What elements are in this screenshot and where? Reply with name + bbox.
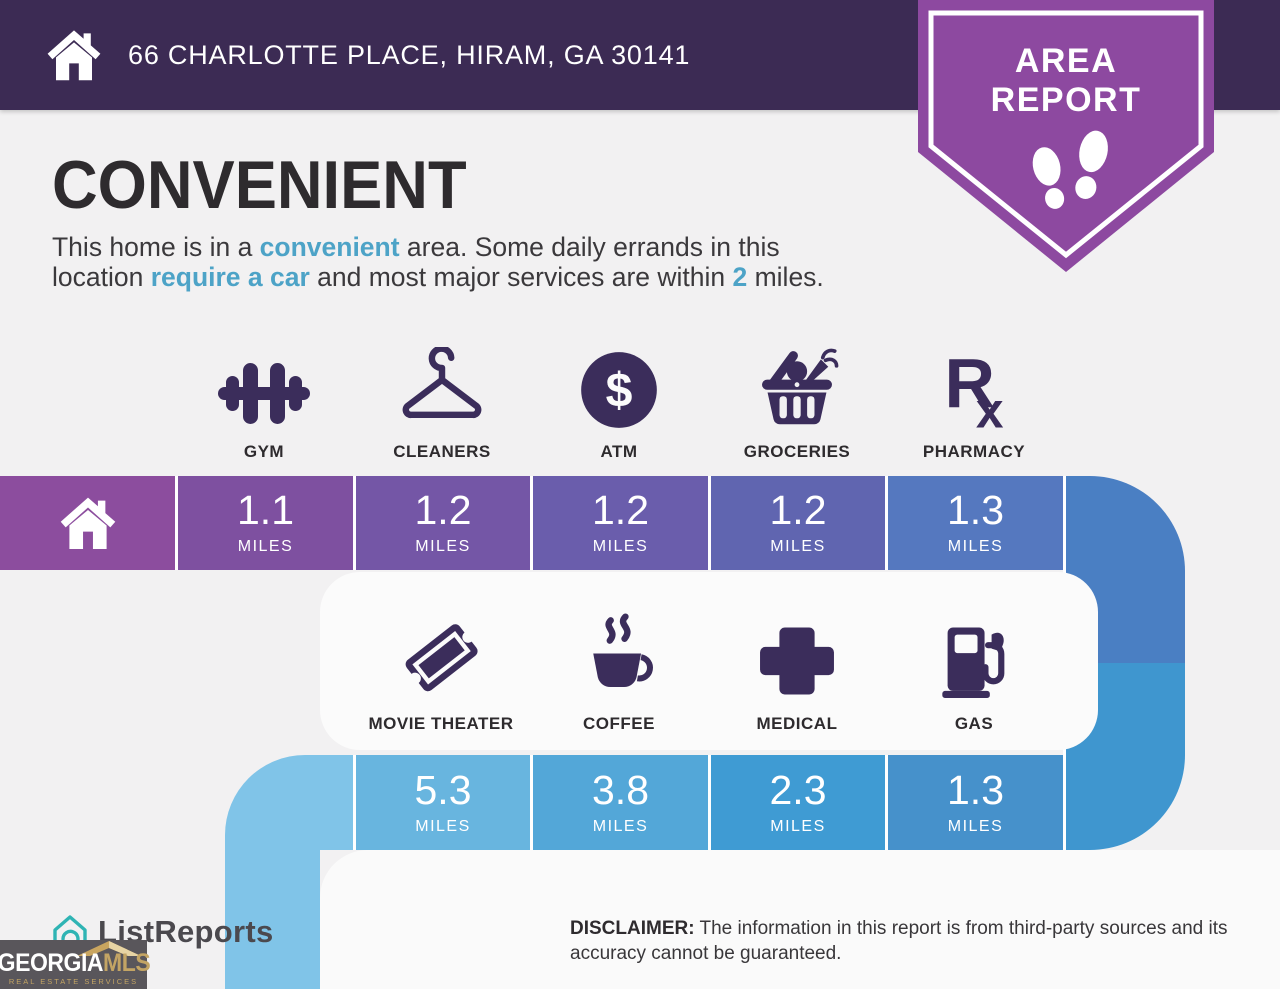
distance-segment-groceries: 1.2 MILES: [708, 476, 885, 570]
description-highlight: convenient: [259, 232, 400, 262]
poi-movie-theater: MOVIE THEATER: [352, 598, 530, 734]
ticket-icon: [405, 624, 478, 692]
distance-value: 3.8: [592, 766, 649, 813]
disclaimer-label: DISCLAIMER:: [570, 918, 695, 939]
description-highlight: 2: [732, 262, 748, 292]
footprints-icon: [1032, 130, 1108, 209]
gas-pump-icon: [942, 627, 1005, 698]
distance-unit: MILES: [947, 538, 1004, 555]
mls-name: GEORGIAMLS: [0, 951, 150, 976]
poi-groceries: GROCERIES: [708, 336, 886, 462]
poi-label: MEDICAL: [756, 714, 838, 733]
ribbon-title-line2: REPORT: [990, 81, 1142, 119]
description-text: This home is in a: [52, 232, 260, 262]
disclaimer: DISCLAIMER: The information in this repo…: [570, 916, 1230, 966]
distance-unit: MILES: [947, 817, 1004, 835]
poi-label: MOVIE THEATER: [368, 714, 514, 733]
medical-cross-icon: [760, 627, 834, 695]
svg-text:R: R: [945, 344, 995, 422]
poi-label: GYM: [243, 442, 285, 461]
poi-medical: MEDICAL: [708, 598, 886, 734]
mls-name-georgia: GEORGIA: [0, 949, 103, 977]
route-left-turn: [225, 755, 353, 850]
description-text: and most major services are within: [309, 262, 733, 292]
hanger-icon: [402, 347, 482, 419]
distance-segment-atm: 1.2 MILES: [530, 476, 708, 570]
distance-value: 2.3: [769, 766, 827, 813]
disclaimer-text: The information in this report is from t…: [570, 918, 1228, 964]
svg-text:$: $: [606, 363, 633, 417]
poi-label: COFFEE: [583, 714, 655, 733]
distance-segment-medical: 2.3 MILES: [708, 755, 885, 850]
distance-value: 1.2: [592, 487, 649, 533]
poi-label: PHARMACY: [922, 442, 1026, 461]
rx-icon: R x: [945, 344, 1004, 433]
poi-atm: $ ATM: [530, 336, 708, 462]
description-highlight: require a car: [150, 262, 310, 292]
georgiamls-logo: GEORGIAMLS REAL ESTATE SERVICES: [0, 940, 150, 989]
poi-label: GAS: [954, 714, 994, 733]
mls-name-mls: MLS: [102, 949, 151, 977]
distance-segment-movie-theater: 5.3 MILES: [353, 755, 530, 850]
poi-gym: GYM: [175, 336, 353, 462]
poi-label: CLEANERS: [393, 442, 491, 461]
description: This home is in a convenient area. Some …: [52, 232, 932, 292]
home-segment: [0, 476, 175, 570]
distance-segment-cleaners: 1.2 MILES: [353, 476, 530, 570]
distance-value: 1.2: [414, 487, 472, 533]
ribbon-title: AREA REPORT: [918, 42, 1214, 120]
distance-segment-pharmacy: 1.3 MILES: [885, 476, 1063, 570]
distance-value: 1.1: [237, 487, 294, 533]
home-icon: [60, 497, 115, 550]
dollar-circle-icon: $: [581, 352, 657, 428]
distance-value: 1.2: [769, 487, 827, 533]
distance-segment-gas: 1.3 MILES: [885, 755, 1063, 850]
page-title: CONVENIENT: [52, 147, 467, 223]
description-text: location: [52, 262, 151, 292]
basket-icon: [762, 348, 839, 425]
distance-unit: MILES: [592, 538, 649, 555]
distance-segment-coffee: 3.8 MILES: [530, 755, 708, 850]
footer-card: [320, 850, 1280, 989]
poi-label: ATM: [600, 442, 638, 461]
coffee-icon: [593, 613, 653, 688]
mls-subtitle: REAL ESTATE SERVICES: [8, 977, 139, 986]
description-text: area. Some daily errands in this: [399, 232, 780, 262]
distance-unit: MILES: [770, 817, 826, 835]
ribbon-title-line1: AREA: [1014, 42, 1118, 80]
poi-pharmacy: R x PHARMACY: [885, 336, 1063, 462]
poi-cleaners: CLEANERS: [353, 336, 531, 462]
poi-label: GROCERIES: [743, 442, 851, 461]
distance-unit: MILES: [415, 538, 471, 555]
distance-unit: MILES: [770, 538, 826, 555]
distance-value: 1.3: [947, 487, 1004, 533]
mls-roof-icon: [77, 941, 141, 956]
route-left-column: [225, 848, 320, 989]
description-text: miles.: [747, 262, 824, 292]
distance-unit: MILES: [592, 817, 649, 835]
gym-icon: [218, 363, 310, 424]
poi-coffee: COFFEE: [530, 598, 708, 734]
poi-gas: GAS: [885, 598, 1063, 734]
distance-value: 1.3: [947, 766, 1004, 813]
distance-value: 5.3: [414, 766, 472, 813]
svg-text:x: x: [976, 382, 1004, 433]
area-report-ribbon: [918, 0, 1214, 272]
property-address: 66 CHARLOTTE PLACE, HIRAM, GA 30141: [128, 39, 691, 70]
distance-unit: MILES: [415, 817, 471, 835]
distance-segment-gym: 1.1 MILES: [175, 476, 353, 570]
distance-unit: MILES: [237, 538, 294, 555]
home-icon: [47, 30, 101, 81]
